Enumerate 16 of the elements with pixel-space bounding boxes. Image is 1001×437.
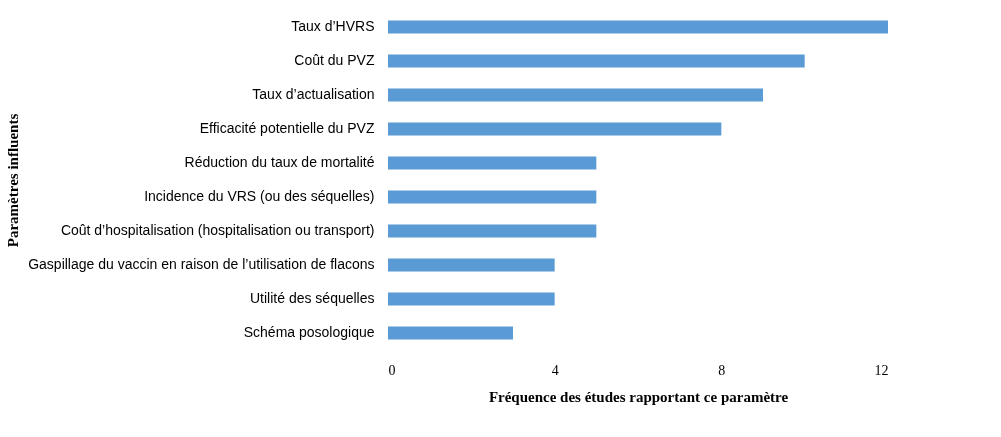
y-tick-label: Réduction du taux de mortalité xyxy=(184,154,375,171)
y-tick-label: Gaspillage du vaccin en raison de l’utilisation de flacons xyxy=(28,255,375,272)
y-tick-label: Efficacité potentielle du PVZ xyxy=(199,120,375,137)
y-tick-label: Coût du PVZ xyxy=(294,52,375,69)
y-tick-label: Incidence du VRS (ou des séquelles) xyxy=(144,187,375,204)
x-tick-label: 4 xyxy=(551,362,559,378)
x-tick-label: 12 xyxy=(874,362,889,378)
y-tick-label: Schéma posologique xyxy=(243,323,375,340)
x-axis-title: Fréquence des études rapportant ce paramètre xyxy=(488,388,789,405)
x-tick-label: 8 xyxy=(718,362,726,378)
y-tick-label: Taux d’actualisation xyxy=(252,86,375,103)
x-tick-label: 0 xyxy=(388,362,396,378)
y-axis-title: Paramètres influents xyxy=(4,113,21,248)
y-tick-label: Taux d’HVRS xyxy=(291,18,375,35)
y-tick-label: Coût d’hospitalisation (hospitalisation ou transport) xyxy=(60,221,375,238)
y-tick-label: Utilité des séquelles xyxy=(249,289,375,306)
